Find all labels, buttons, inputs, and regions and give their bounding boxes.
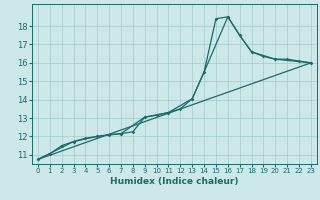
X-axis label: Humidex (Indice chaleur): Humidex (Indice chaleur) — [110, 177, 239, 186]
